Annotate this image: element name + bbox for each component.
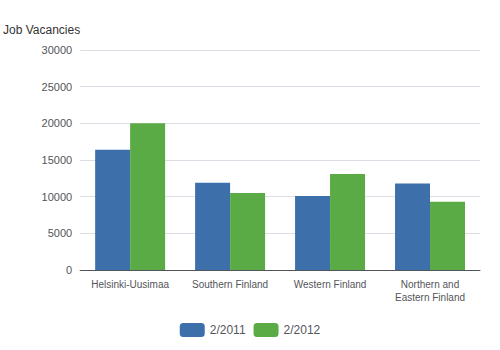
- svg-text:2/2011: 2/2011: [210, 323, 246, 337]
- svg-text:Helsinki-Uusimaa: Helsinki-Uusimaa: [91, 279, 169, 290]
- svg-text:Western Finland: Western Finland: [294, 279, 367, 290]
- svg-text:20000: 20000: [42, 117, 73, 129]
- svg-text:Eastern Finland: Eastern Finland: [395, 292, 465, 303]
- svg-text:5000: 5000: [48, 227, 72, 239]
- svg-text:0: 0: [66, 264, 72, 276]
- svg-text:Southern Finland: Southern Finland: [192, 279, 268, 290]
- svg-text:30000: 30000: [42, 44, 73, 56]
- svg-text:10000: 10000: [42, 191, 73, 203]
- svg-text:15000: 15000: [42, 154, 73, 166]
- svg-text:2/2012: 2/2012: [284, 323, 321, 337]
- svg-text:25000: 25000: [42, 81, 73, 93]
- svg-text:Job Vacancies: Job Vacancies: [3, 23, 80, 37]
- svg-text:Northern and: Northern and: [401, 279, 459, 290]
